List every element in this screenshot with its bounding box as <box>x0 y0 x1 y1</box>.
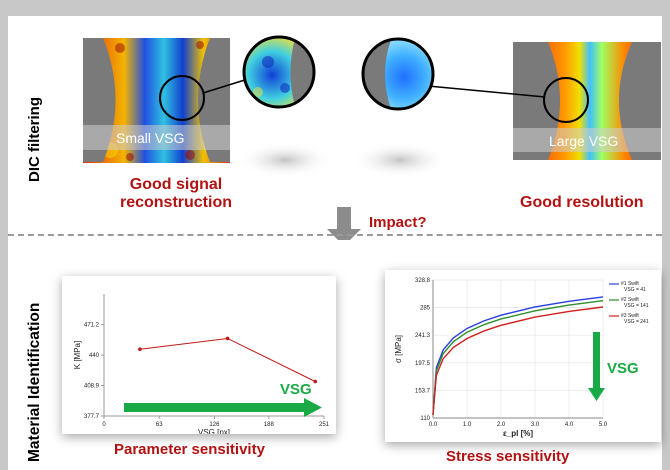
x-tick-label: 2.0 <box>497 422 506 428</box>
y-axis-label: σ [MPa] <box>394 335 403 363</box>
stress-series-3 <box>432 306 604 415</box>
legend-label-2: #2 Swift <box>621 297 639 303</box>
x-tick-label: 0 <box>102 422 106 428</box>
parameter-chart-panel: 0 63 126 188 251 377.7 408.9 440 471.2 VSG [px] K … <box>62 276 336 437</box>
x-tick-label: 188 <box>264 422 275 428</box>
y-tick-label: 197.5 <box>415 361 431 367</box>
vsg-arrow-body <box>124 403 304 412</box>
zoom-small-vsg <box>244 37 314 107</box>
legend-label-3: #3 Swift <box>621 313 639 319</box>
x-tick-label: 1.0 <box>463 422 472 428</box>
parameter-sensitivity-text: Parameter sensitivity <box>114 441 265 458</box>
vsg-arrow-body <box>593 332 600 390</box>
vsg-arrow-label: VSG <box>280 381 312 398</box>
small-vsg-map <box>83 38 230 163</box>
x-tick-label: 3.0 <box>531 422 540 428</box>
vsg-arrow-head <box>588 388 605 401</box>
dic-illustration <box>83 35 661 240</box>
large-vsg-label: Large VSG <box>549 133 619 149</box>
good-resolution-text: Good resolution <box>520 194 644 211</box>
x-tick-label: 126 <box>209 422 220 428</box>
stress-series-1 <box>432 296 604 415</box>
legend-label-1-cont: VSG = 41 <box>624 287 646 293</box>
y-tick-label: 377.7 <box>84 414 100 420</box>
legend-label-3-cont: VSG = 241 <box>624 319 649 325</box>
impact-text: Impact? <box>369 214 427 231</box>
section-divider <box>8 234 662 236</box>
y-tick-label: 328.8 <box>415 278 431 284</box>
legend-label-1: #1 Swift <box>621 281 639 287</box>
good-signal-line1: Good signal <box>129 176 223 193</box>
x-tick-label: 63 <box>156 422 163 428</box>
vsg-arrow-label: VSG <box>607 360 639 377</box>
k-point <box>225 336 230 341</box>
y-tick-label: 110 <box>420 416 430 422</box>
y-tick-label: 241.3 <box>415 333 431 339</box>
y-tick-label: 440 <box>89 353 100 359</box>
vsg-arrow-head <box>304 398 322 417</box>
k-point <box>138 347 142 352</box>
parameter-chart: 0 63 126 188 251 377.7 408.9 440 471.2 VSG [px] K … <box>73 294 330 437</box>
x-axis-label: VSG [px] <box>198 428 230 434</box>
stress-chart-panel: 0.0 1.0 2.0 3.0 4.0 5.0 110 153.7 197.5 241.3 285 3… <box>385 270 661 442</box>
stress-series-2 <box>432 299 604 415</box>
y-axis-label: K [MPa] <box>73 341 82 369</box>
x-tick-label: 4.0 <box>565 422 574 428</box>
y-tick-label: 153.7 <box>415 388 431 394</box>
legend-label-2-cont: VSG = 141 <box>624 303 649 309</box>
y-tick-label: 285 <box>420 306 431 312</box>
x-tick-label: 0.0 <box>429 422 438 428</box>
x-tick-label: 5.0 <box>599 422 608 428</box>
stress-chart: 0.0 1.0 2.0 3.0 4.0 5.0 110 153.7 197.5 241.3 285 3… <box>394 278 649 438</box>
good-signal-line2: reconstruction <box>119 194 232 211</box>
good-signal-text: Good signal reconstruction <box>106 176 246 212</box>
section-label-material-identification: Material Identification <box>26 302 43 462</box>
small-vsg-label: Small VSG <box>116 130 185 146</box>
k-point <box>313 379 318 384</box>
large-vsg-map <box>513 42 661 160</box>
k-line <box>139 337 316 382</box>
x-axis-label: ε_pl [%] <box>503 429 533 438</box>
y-tick-label: 408.9 <box>84 384 100 390</box>
y-tick-label: 471.2 <box>84 323 100 329</box>
x-tick-label: 251 <box>319 422 330 428</box>
stress-sensitivity-text: Stress sensitivity <box>446 448 570 465</box>
